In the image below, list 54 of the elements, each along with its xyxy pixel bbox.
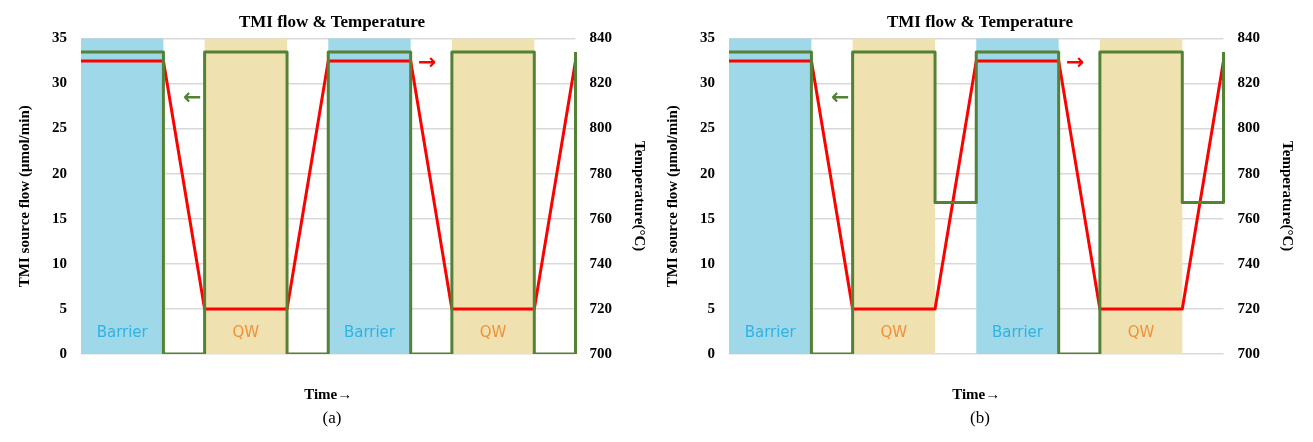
- y-tick-label: 35: [700, 29, 715, 46]
- text: (b): [969, 408, 991, 428]
- annotation: QW: [1127, 323, 1155, 342]
- y2-tick-label: 760: [589, 209, 612, 226]
- annotation: →: [1065, 49, 1085, 75]
- y-tick-label: 25: [52, 119, 67, 136]
- chart-title: TMI flow & Temperature: [886, 11, 1074, 31]
- y-axis-title: TMI source flow (μmol/min): [663, 105, 681, 288]
- annotation: QW: [479, 323, 507, 342]
- y2-tick-label: 820: [1237, 74, 1260, 91]
- y-tick-label: 30: [700, 74, 715, 91]
- y2-tick-label: 720: [589, 299, 612, 316]
- y2-tick-label: 720: [1237, 299, 1260, 316]
- y2-tick-label: 840: [589, 29, 612, 46]
- y-tick-label: 5: [707, 299, 715, 316]
- annotation: Barrier: [991, 323, 1044, 342]
- y2-tick-label: 800: [1237, 119, 1260, 136]
- y-tick-label: 10: [700, 254, 715, 271]
- annotation: Barrier: [96, 323, 149, 342]
- y2-tick-label: 740: [589, 254, 612, 271]
- y-tick-label: 5: [59, 299, 67, 316]
- y-tick-label: 20: [700, 164, 715, 181]
- y2-tick-label: 760: [1237, 209, 1260, 226]
- annotation: Barrier: [744, 323, 797, 342]
- y2-tick-label: 820: [589, 74, 612, 91]
- annotation: →: [417, 49, 437, 75]
- annotation: ←: [183, 84, 202, 110]
- y-tick-label: 0: [59, 344, 67, 361]
- annotation: QW: [880, 323, 908, 342]
- annotation: Barrier: [343, 323, 396, 342]
- text: (a): [321, 408, 343, 428]
- y-tick-label: 20: [52, 164, 67, 181]
- y-tick-label: 25: [700, 119, 715, 136]
- annotation: ←: [831, 84, 850, 110]
- y-tick-label: 15: [700, 209, 715, 226]
- y2-axis-title: Temperature(°C): [631, 141, 649, 252]
- y-tick-label: 30: [52, 74, 67, 91]
- y2-tick-label: 800: [589, 119, 612, 136]
- y2-tick-label: 780: [589, 164, 612, 181]
- y2-tick-label: 700: [589, 344, 612, 361]
- y2-axis-title: Temperature(°C): [1279, 141, 1297, 252]
- y2-tick-label: 780: [1237, 164, 1260, 181]
- y-axis-title: TMI source flow (μmol/min): [15, 105, 33, 288]
- y2-tick-label: 840: [1237, 29, 1260, 46]
- chart-title: TMI flow & Temperature: [238, 11, 426, 31]
- y-tick-label: 10: [52, 254, 67, 271]
- y2-tick-label: 740: [1237, 254, 1260, 271]
- y-tick-label: 35: [52, 29, 67, 46]
- x-axis-title: Time→: [304, 385, 353, 402]
- y-tick-label: 15: [52, 209, 67, 226]
- y2-tick-label: 700: [1237, 344, 1260, 361]
- y-tick-label: 0: [707, 344, 715, 361]
- x-axis-title: Time→: [952, 385, 1001, 402]
- annotation: QW: [232, 323, 260, 342]
